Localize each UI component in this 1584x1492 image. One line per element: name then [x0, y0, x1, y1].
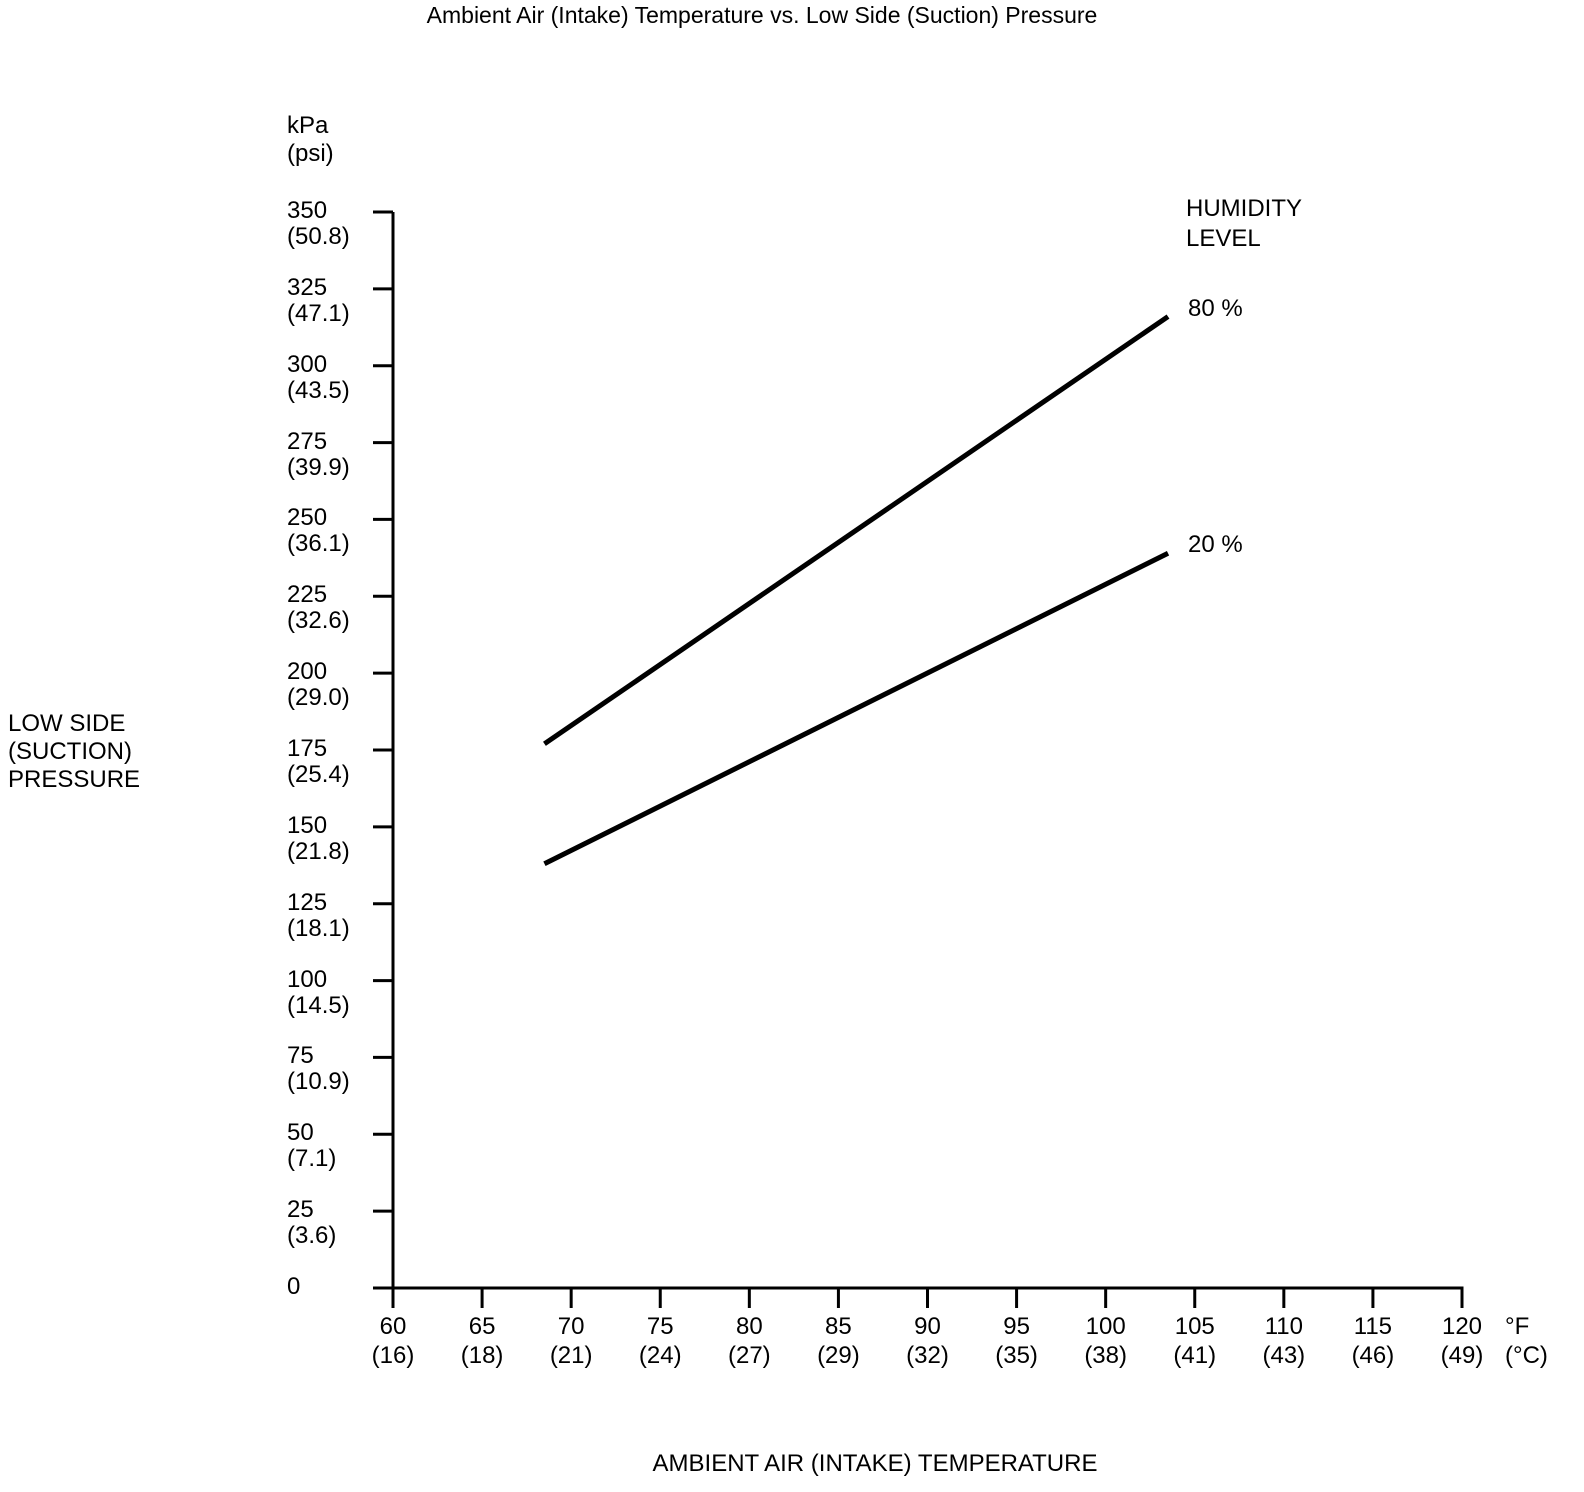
legend-entry-label: 20 % [1188, 531, 1243, 559]
y-tick-label: 200 (29.0) [287, 658, 350, 712]
y-tick-label: 50 (7.1) [287, 1119, 337, 1173]
y-tick-label: 75 (10.9) [287, 1042, 350, 1096]
y-axis-unit-label: kPa (psi) [287, 112, 334, 167]
x-tick-label: 120 (49) [1440, 1313, 1484, 1369]
x-axis-unit-label: °F (°C) [1505, 1313, 1548, 1369]
x-tick-label: 65 (18) [460, 1313, 504, 1369]
legend-entry-label: 80 % [1188, 294, 1243, 322]
x-tick-label: 105 (41) [1173, 1313, 1217, 1369]
x-axis-title: AMBIENT AIR (INTAKE) TEMPERATURE [652, 1450, 1098, 1477]
y-tick-label: 275 (39.9) [287, 427, 350, 481]
x-tick-label: 60 (16) [371, 1313, 415, 1369]
chart-title: Ambient Air (Intake) Temperature vs. Low… [426, 2, 1098, 28]
y-axis-title: LOW SIDE (SUCTION) PRESSURE [8, 710, 141, 793]
y-tick-label: 150 (21.8) [287, 811, 350, 865]
x-tick-label: 90 (32) [906, 1313, 949, 1369]
x-tick-label: 85 (29) [817, 1313, 860, 1369]
y-tick-label: 100 (14.5) [287, 965, 350, 1019]
series-line-20pct [543, 551, 1170, 866]
y-tick-label: 25 (3.6) [287, 1196, 337, 1250]
y-tick-label: 0 [287, 1273, 301, 1300]
x-tick-label: 110 (43) [1262, 1313, 1306, 1369]
x-axis-line [373, 1286, 1464, 1308]
y-tick-label: 175 (25.4) [287, 735, 350, 788]
x-tick-label: 95 (35) [995, 1313, 1038, 1369]
y-tick-label: 350 (50.8) [287, 197, 350, 250]
y-tick-label: 225 (32.6) [287, 581, 350, 635]
y-tick-label: 300 (43.5) [287, 350, 350, 404]
y-tick-label: 250 (36.1) [287, 504, 350, 558]
x-tick-label: 75 (24) [638, 1313, 682, 1369]
y-tick-label: 325 (47.1) [287, 273, 350, 327]
x-tick-label: 80 (27) [727, 1313, 771, 1369]
legend-title: HUMIDITY LEVEL [1186, 195, 1302, 252]
x-tick-label: 100 (38) [1084, 1313, 1127, 1369]
series-line-80pct [543, 314, 1170, 746]
x-tick-label: 115 (46) [1351, 1313, 1395, 1369]
y-tick-label: 125 (18.1) [287, 888, 350, 942]
x-tick-label: 70 (21) [549, 1313, 593, 1369]
